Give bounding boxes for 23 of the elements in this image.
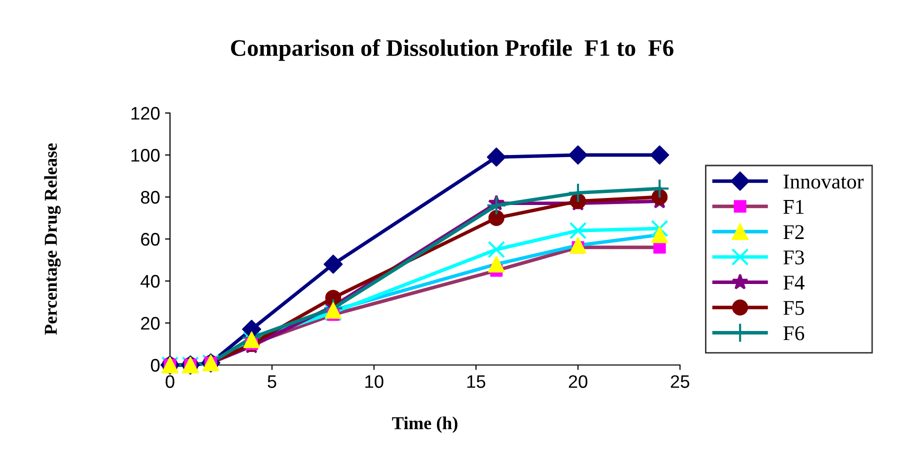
legend-label: F6 — [783, 326, 804, 340]
x-tick-label: 20 — [568, 375, 588, 388]
x-tick-label: 0 — [166, 375, 174, 388]
y-tick-label: 100 — [132, 148, 160, 162]
y-tick-label: 20 — [141, 316, 160, 330]
x-axis-title: Time (h) — [392, 416, 458, 433]
y-axis-title: Percentage Drug Release — [44, 143, 61, 335]
x-tick-label: 10 — [365, 375, 384, 388]
legend-label: F2 — [783, 225, 804, 239]
x-tick-label: 15 — [467, 375, 486, 388]
y-tick-label: 40 — [140, 274, 160, 288]
chart-title: Comparison of Dissolution Profile F1 to F6 — [231, 39, 674, 61]
x-tick-label: 25 — [670, 375, 690, 388]
y-tick-label: 120 — [132, 106, 160, 120]
legend-label: F4 — [783, 276, 804, 290]
y-tick-label: 80 — [140, 190, 160, 204]
y-tick-label: 60 — [141, 232, 160, 246]
legend-label: Innovator — [784, 174, 864, 189]
x-tick-label: 5 — [268, 375, 276, 388]
legend-label: F1 — [783, 200, 804, 214]
legend-label: F3 — [783, 250, 804, 264]
y-tick-label: 0 — [150, 358, 160, 372]
legend-label: F5 — [783, 301, 804, 315]
